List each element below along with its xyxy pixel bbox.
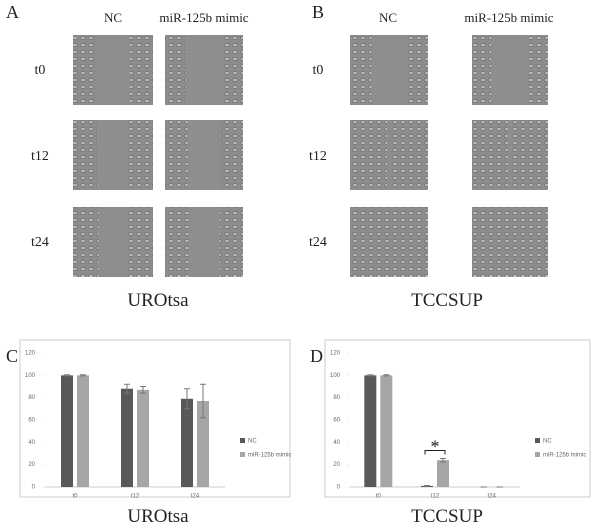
error-bar <box>80 374 86 377</box>
bar <box>364 375 377 487</box>
panel-label: B <box>312 2 324 22</box>
column-header: NC <box>379 10 397 25</box>
x-tick-label: t12 <box>431 494 440 500</box>
cell-line-caption: TCCSUP <box>411 290 483 311</box>
error-bar <box>383 374 390 377</box>
wound-gap <box>96 35 130 105</box>
wound-gap <box>187 120 221 190</box>
legend-label: NC <box>248 439 257 445</box>
panel-label: D <box>310 346 323 366</box>
bar <box>121 388 133 487</box>
error-bar <box>367 374 374 377</box>
x-tick-label: t24 <box>487 494 496 500</box>
row-label: t24 <box>31 235 49 250</box>
x-tick-label: t24 <box>191 494 200 500</box>
error-bar <box>424 485 430 487</box>
error-bar <box>124 383 130 394</box>
cell-line-caption: TCCSUP <box>411 506 483 527</box>
y-tick-label: 120 <box>330 351 341 357</box>
error-bar <box>184 388 190 410</box>
error-bar <box>200 383 206 419</box>
y-tick-label: 0 <box>32 485 36 491</box>
legend-swatch <box>535 452 540 457</box>
row-label: t12 <box>31 149 49 164</box>
bar <box>437 460 449 487</box>
y-tick-label: 100 <box>25 373 36 379</box>
row-label: t24 <box>309 235 327 250</box>
x-tick-label: t0 <box>72 494 78 500</box>
wound-gap <box>97 120 129 190</box>
y-tick-label: 80 <box>333 395 340 401</box>
wound-gap <box>387 120 391 190</box>
y-tick-label: 40 <box>333 440 340 446</box>
micrographs <box>73 35 548 277</box>
cell-line-caption: UROtsa <box>127 290 189 311</box>
y-tick-label: 100 <box>330 373 341 379</box>
significance-bracket <box>424 450 446 455</box>
legend-swatch <box>535 438 540 443</box>
bar <box>77 375 89 487</box>
column-header: NC <box>104 10 122 25</box>
bar <box>197 401 209 487</box>
legend-label: NC <box>543 439 552 445</box>
row-label: t0 <box>35 63 46 78</box>
error-bar <box>140 386 146 394</box>
bar <box>380 375 393 487</box>
row-label: t0 <box>313 63 324 78</box>
cell-line-caption: UROtsa <box>127 506 189 527</box>
y-tick-label: 80 <box>28 395 35 401</box>
wound-gap <box>371 35 407 105</box>
x-tick-label: t12 <box>131 494 140 500</box>
column-header: miR-125b mimic <box>159 10 248 25</box>
panel-label: A <box>6 2 19 22</box>
bar <box>181 398 193 487</box>
micrograph <box>350 207 428 277</box>
legend-label: miR-125b mimic <box>543 453 586 459</box>
micrograph <box>472 207 548 277</box>
legend-swatch <box>240 438 245 443</box>
y-tick-label: 60 <box>333 418 340 424</box>
y-tick-label: 0 <box>337 485 341 491</box>
y-tick-label: 20 <box>333 462 340 468</box>
legend-swatch <box>240 452 245 457</box>
wound-gap <box>185 35 223 105</box>
bar <box>61 375 73 487</box>
error-bar <box>64 374 70 377</box>
error-bar <box>440 458 446 463</box>
column-header: miR-125b mimic <box>464 10 553 25</box>
wound-gap <box>98 207 128 277</box>
annotation: * <box>431 437 440 457</box>
chart-frame <box>19 339 291 498</box>
x-tick-label: t0 <box>376 494 382 500</box>
row-label: t12 <box>309 149 327 164</box>
wound-gap <box>507 120 513 190</box>
chart-frame <box>324 339 591 498</box>
bar <box>137 389 149 487</box>
legend-label: miR-125b mimic <box>248 453 291 459</box>
y-tick-label: 40 <box>28 440 35 446</box>
wound-gap <box>491 35 529 105</box>
y-tick-label: 60 <box>28 418 35 424</box>
wound-gap <box>188 207 220 277</box>
y-tick-label: 120 <box>25 351 36 357</box>
panel-label: C <box>6 346 18 366</box>
y-tick-label: 20 <box>28 462 35 468</box>
